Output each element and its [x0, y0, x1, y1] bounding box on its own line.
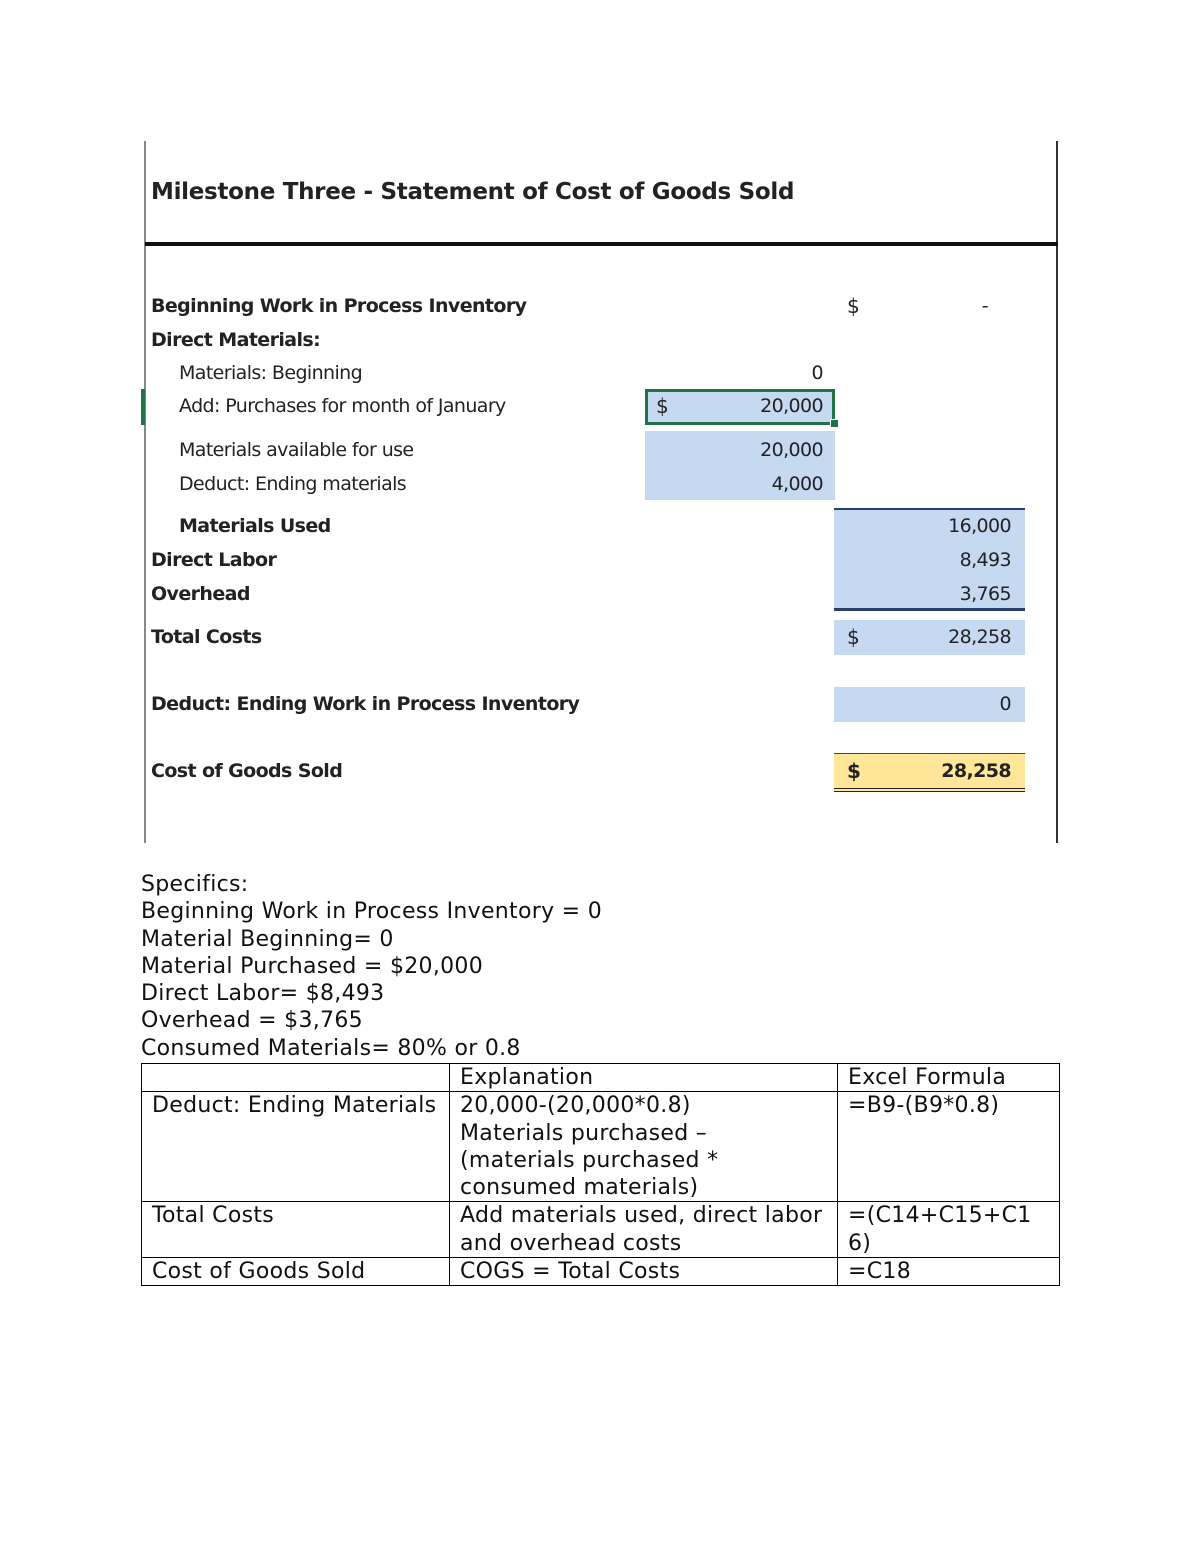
table-cell: Add materials used, direct labor and ove… [449, 1201, 838, 1259]
specifics-line: Material Purchased = $20,000 [141, 953, 484, 979]
sheet-left-border [144, 141, 146, 843]
cell-value: 3,765 [959, 583, 1012, 605]
currency-symbol: $ [847, 294, 860, 318]
specifics-line: Consumed Materials= 80% or 0.8 [141, 1035, 521, 1061]
row-label: Materials: Beginning [179, 362, 363, 384]
cell-value: 8,493 [959, 549, 1012, 571]
specifics-line: Beginning Work in Process Inventory = 0 [141, 899, 603, 925]
cell-value: 20,000 [760, 439, 823, 461]
cell-value: 28,258 [948, 626, 1011, 648]
table-cell: =C18 [837, 1257, 1060, 1287]
cell-fill [645, 431, 835, 500]
table-cell: COGS = Total Costs [449, 1257, 838, 1287]
cell-fill [834, 687, 1025, 722]
cell-text: Materials purchased – (materials purchas… [460, 1120, 719, 1201]
cell-text: =B9-(B9*0.8) [848, 1093, 1000, 1119]
row-label: Cost of Goods Sold [151, 760, 343, 782]
specifics-heading: Specifics: [141, 872, 249, 897]
table-row: Cost of Goods Sold COGS = Total Costs =C18 [141, 1257, 1060, 1287]
specifics: Specifics: Beginning Work in Process Inv… [141, 871, 602, 1062]
cell-text: Cost of Goods Sold [152, 1259, 366, 1285]
table-cell: =(C14+C15+C16) [837, 1201, 1060, 1259]
row-label: Deduct: Ending Work in Process Inventory [151, 693, 580, 715]
cell-fill [834, 508, 1025, 611]
currency-symbol: $ [847, 625, 860, 649]
row-label: Add: Purchases for month of January [179, 395, 506, 417]
cell-fill [645, 389, 835, 425]
currency-symbol: $ [656, 394, 669, 418]
table-cell: =B9-(B9*0.8) [837, 1091, 1060, 1203]
row-label: Overhead [151, 583, 250, 605]
title-rule [145, 242, 1058, 246]
cell-value: 16,000 [948, 515, 1011, 537]
table-corner-cell [141, 1062, 450, 1093]
specifics-line: Direct Labor= $8,493 [141, 981, 385, 1007]
cell-value: 0 [811, 362, 824, 384]
cell-text: =C18 [848, 1259, 911, 1285]
cell-value: 28,258 [941, 760, 1011, 782]
cell-text: 20,000-(20,000*0.8) [460, 1093, 691, 1119]
table-header-cell: Explanation [449, 1062, 838, 1093]
cell-text: Deduct: Ending Materials [152, 1093, 437, 1119]
cell-value: 0 [999, 693, 1012, 715]
specifics-line: Overhead = $3,765 [141, 1008, 363, 1034]
cell-value: 4,000 [771, 473, 824, 495]
cell-text: Total Costs [152, 1203, 275, 1229]
table-row: Deduct: Ending Materials 20,000-(20,000*0… [141, 1091, 1060, 1203]
row-label: Beginning Work in Process Inventory [151, 295, 527, 317]
fill-handle [830, 419, 839, 428]
cell-text: COGS = Total Costs [460, 1259, 681, 1285]
table-cell: Deduct: Ending Materials [141, 1091, 450, 1203]
table-cell: Cost of Goods Sold [141, 1257, 450, 1287]
table-cell: 20,000-(20,000*0.8) Materials purchased –… [449, 1091, 838, 1203]
cell-fill [834, 753, 1025, 792]
sheet-right-border [1056, 141, 1058, 843]
table-header-cell: Excel Formula [837, 1062, 1060, 1093]
row-label: Materials Used [179, 515, 331, 537]
row-marker [141, 389, 145, 425]
sheet-title: Milestone Three - Statement of Cost of G… [151, 179, 795, 205]
row-label: Direct Materials: [151, 329, 321, 351]
cell-fill [834, 620, 1025, 655]
explanation-table: Explanation Excel Formula Deduct: Ending… [141, 1062, 1060, 1287]
table-body: Explanation Excel Formula Deduct: Ending… [141, 1062, 1060, 1287]
row-label: Deduct: Ending materials [179, 473, 407, 495]
specifics-line: Material Beginning= 0 [141, 926, 394, 952]
row-label: Total Costs [151, 626, 262, 648]
row-label: Materials available for use [179, 439, 414, 461]
cell-text: =(C14+C15+C16) [848, 1203, 1032, 1256]
table-header-row: Explanation Excel Formula [141, 1062, 1060, 1093]
cell-value: 20,000 [760, 395, 823, 417]
table-row: Total Costs Add materials used, direct la… [141, 1201, 1060, 1259]
table-cell: Total Costs [141, 1201, 450, 1259]
cell-text: Add materials used, direct labor and ove… [460, 1203, 823, 1256]
row-label: Direct Labor [151, 549, 277, 571]
currency-symbol: $ [847, 759, 861, 783]
cell-value: - [981, 295, 989, 317]
